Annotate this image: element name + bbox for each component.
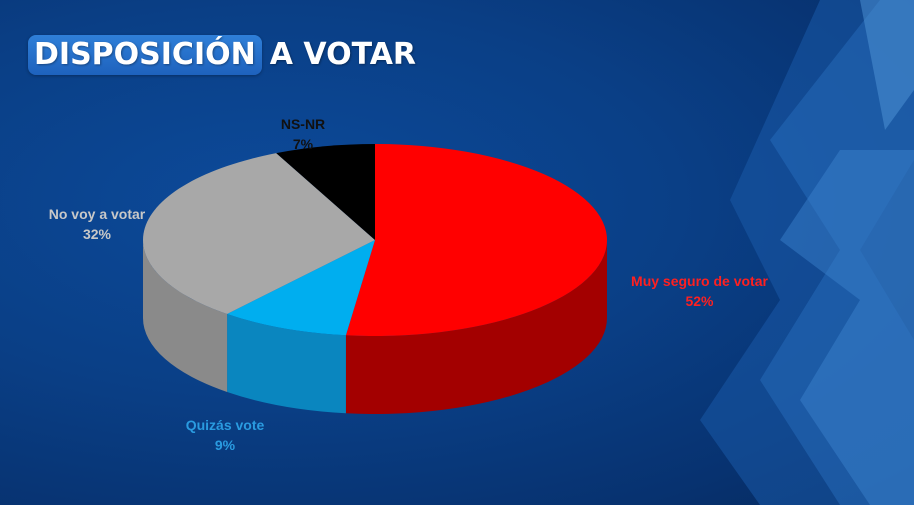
pie-side-quizas-vote [227,313,346,414]
bg-chevron-shape [700,0,914,505]
data-label-muy-seguro-de-votar: Muy seguro de votar 52% [612,271,787,311]
pie-slice-quizas-vote [227,240,375,336]
page-title: DISPOSICIÓN A VOTAR [28,34,416,76]
slice-value: 7% [292,136,314,152]
title-rest-text: A VOTAR [269,37,417,72]
slice-label: No voy a votar [48,206,146,222]
pie-slice-muy-seguro-de-votar [345,144,607,336]
title-highlight-text: DISPOSICIÓN [34,37,256,72]
slice-label: Muy seguro de votar [631,273,768,289]
pie-slice-no-voy-a-votar [142,153,375,314]
bg-chevron-shape-4 [860,0,914,130]
bg-chevron-shape-2 [760,0,914,505]
data-label-ns-nr: NS-NR 7% [258,114,348,154]
pie-sides [143,240,607,414]
slice-label: NS-NR [280,116,326,132]
slice-label: Quizás vote [185,417,265,433]
slice-value: 52% [685,293,714,309]
slice-value: 32% [82,226,112,242]
pie-side-no-voy-a-votar [143,240,228,392]
bg-chevron-shape-3 [780,150,914,505]
title-highlight-box: DISPOSICIÓN [28,35,262,75]
pie-side-muy-seguro-de-votar [345,240,607,414]
pie-slice-ns-nr [276,144,375,240]
data-label-no-voy-a-votar: No voy a votar 32% [22,204,172,244]
data-label-quizas-vote: Quizás vote 9% [160,415,290,455]
pie-tops [142,144,607,336]
slice-value: 9% [214,437,236,453]
